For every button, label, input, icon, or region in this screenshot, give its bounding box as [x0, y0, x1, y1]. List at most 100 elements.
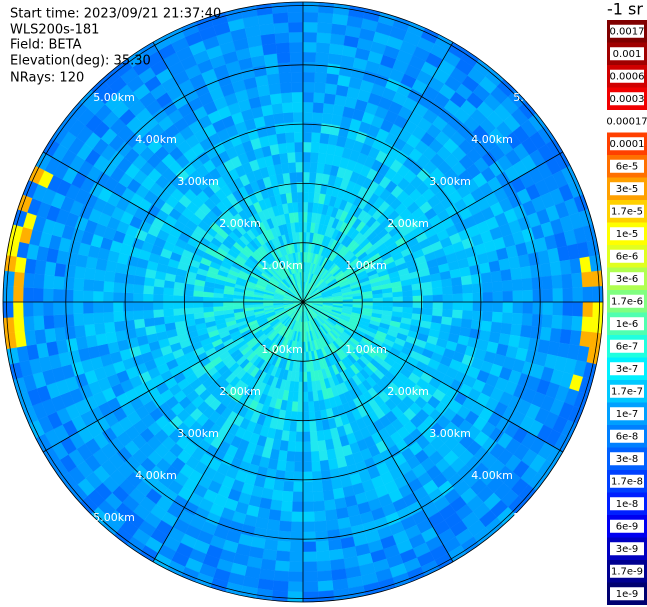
range-label: 2.00km — [219, 217, 261, 230]
range-gate — [326, 529, 341, 541]
range-gate — [277, 142, 288, 154]
colorbar-label: 0.0003 — [610, 94, 645, 105]
range-gate — [502, 301, 514, 314]
range-gate — [277, 62, 292, 74]
range-gate — [302, 221, 308, 233]
range-gate — [295, 431, 304, 443]
range-gate — [302, 481, 314, 493]
range-gate — [313, 92, 326, 104]
range-label: 3.00km — [177, 175, 219, 188]
range-gate — [289, 172, 297, 183]
range-gate — [281, 102, 294, 114]
range-gate — [490, 321, 503, 334]
range-gate — [490, 270, 503, 283]
range-gate — [512, 290, 524, 303]
range-gate — [192, 301, 204, 308]
range-gate — [273, 479, 285, 492]
range-gate — [302, 171, 310, 183]
range-gate — [294, 441, 304, 453]
range-gate — [54, 262, 67, 278]
range-gate — [471, 283, 483, 294]
range-label: 4.00km — [135, 469, 177, 482]
range-gate — [299, 231, 304, 243]
range-gate — [331, 568, 347, 581]
range-gate — [302, 561, 318, 573]
range-gate — [480, 320, 493, 332]
range-gate — [282, 112, 294, 124]
colorbar-label: 0.0006 — [610, 71, 645, 82]
range-gate — [313, 510, 327, 522]
range-gate — [315, 52, 330, 64]
range-label: 1.00km — [261, 259, 303, 272]
range-gate — [280, 500, 293, 512]
range-gate — [43, 314, 55, 330]
range-gate — [42, 301, 54, 316]
colorbar-label: 3e-8 — [616, 454, 639, 465]
colorbar-label: 0.0001 — [610, 139, 645, 150]
colorbar-label: 3e-9 — [616, 544, 639, 555]
range-gate — [316, 570, 333, 582]
range-gate — [64, 264, 76, 279]
range-gate — [259, 568, 275, 581]
range-gate — [302, 91, 315, 103]
range-gate — [273, 570, 290, 582]
range-gate — [271, 102, 284, 115]
range-gate — [310, 142, 320, 153]
range-gate — [317, 12, 334, 24]
range-gate — [276, 52, 291, 64]
range-gate — [291, 511, 304, 523]
range-gate — [302, 161, 311, 173]
range-gate — [362, 298, 374, 303]
range-gate — [442, 301, 454, 311]
colorbar-label: 6e-6 — [616, 251, 639, 262]
header-line: NRays: 120 — [10, 71, 84, 86]
range-gate — [33, 315, 45, 331]
range-gate — [561, 273, 573, 289]
colorbar-title: -1 sr — [607, 0, 643, 19]
range-gate — [510, 323, 522, 337]
range-gate — [392, 301, 404, 308]
range-gate — [296, 171, 304, 183]
range-gate — [260, 33, 276, 46]
range-gate — [102, 301, 114, 313]
range-gate — [501, 279, 513, 292]
range-gate — [276, 132, 287, 145]
range-gate — [491, 280, 503, 293]
range-gate — [531, 276, 543, 291]
range-gate — [520, 265, 532, 280]
range-gate — [94, 322, 106, 336]
range-gate — [309, 421, 317, 432]
range-gate — [202, 301, 214, 308]
range-label: 1.00km — [345, 343, 387, 356]
range-gate — [113, 311, 125, 323]
range-gate — [266, 73, 281, 85]
range-gate — [431, 279, 443, 289]
colorbar-label: 6e-5 — [616, 161, 639, 172]
range-gate — [312, 480, 324, 492]
range-gate — [43, 274, 55, 290]
range-gate — [83, 312, 95, 326]
range-gate — [142, 293, 154, 303]
range-gate — [143, 309, 154, 319]
range-gate — [318, 2, 335, 14]
range-gate — [326, 63, 341, 75]
colorbar-label: 1.7e-9 — [611, 566, 643, 577]
range-gate — [172, 295, 184, 303]
range-gate — [274, 32, 290, 44]
range-gate — [292, 101, 304, 113]
range-gate — [323, 499, 337, 511]
range-gate — [327, 53, 343, 66]
range-gate — [134, 326, 147, 338]
range-gate — [322, 102, 335, 115]
range-gate — [302, 391, 309, 403]
range-gate — [222, 297, 234, 303]
range-gate — [472, 301, 484, 312]
range-gate — [74, 265, 86, 280]
range-gate — [511, 278, 523, 292]
range-gate — [297, 391, 304, 403]
ppi-field — [2, 1, 604, 603]
range-gate — [285, 460, 295, 472]
range-gate — [22, 301, 34, 317]
range-gate — [268, 83, 282, 95]
colorbar-label: 6e-9 — [616, 521, 639, 532]
